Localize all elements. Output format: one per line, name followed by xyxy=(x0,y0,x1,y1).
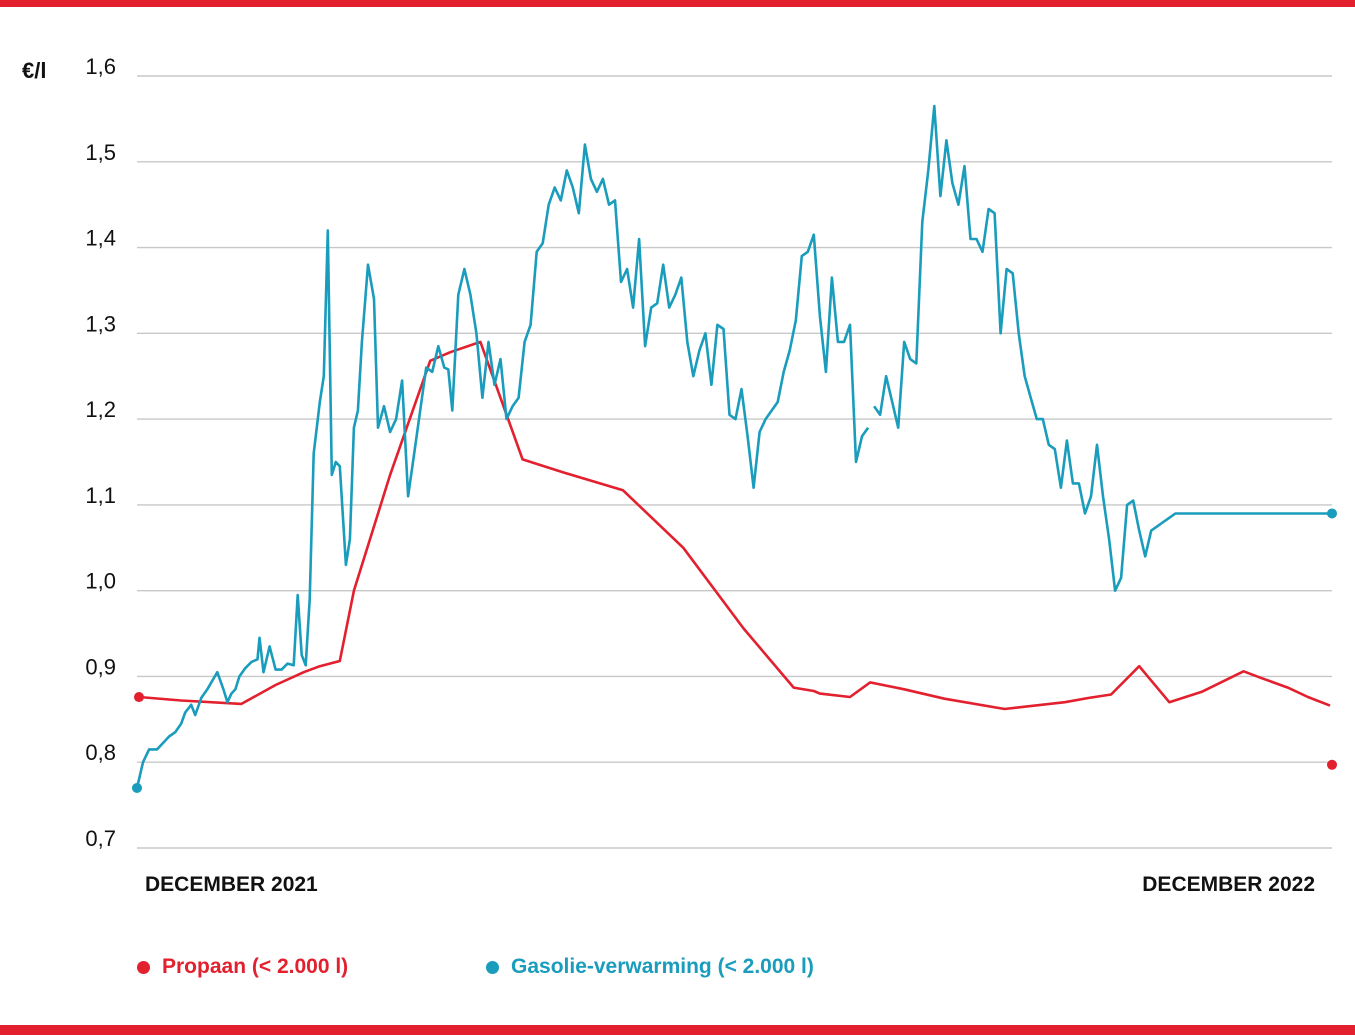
series-line-0 xyxy=(138,340,1331,711)
series-line-2 xyxy=(873,104,1332,593)
legend-item-propaan: Propaan (< 2.000 l) xyxy=(137,955,348,979)
y-tick-label: 0,8 xyxy=(85,740,116,765)
gasolie-end-marker xyxy=(1327,508,1337,519)
y-tick-label: 1,4 xyxy=(85,226,116,251)
top-accent-bar xyxy=(0,0,1355,7)
gasolie-start-marker xyxy=(132,782,142,793)
legend-label-propaan: Propaan (< 2.000 l) xyxy=(162,955,349,978)
y-tick-label: 1,0 xyxy=(85,569,116,594)
bottom-accent-bar xyxy=(0,1025,1355,1035)
y-axis-ticks: 0,7 0,8 0,9 1,0 1,1 1,2 1,3 1,4 1,5 1,6 xyxy=(85,54,116,851)
legend-item-gasolie: Gasolie-verwarming (< 2.000 l) xyxy=(486,955,814,979)
x-label-start: DECEMBER 2021 xyxy=(145,873,318,896)
y-tick-label: 1,2 xyxy=(85,397,116,422)
series-line-1 xyxy=(135,143,870,789)
y-tick-label: 0,9 xyxy=(85,654,116,679)
series-layer xyxy=(132,104,1337,793)
gasolie-legend-dot xyxy=(486,960,499,974)
legend-label-gasolie: Gasolie-verwarming (< 2.000 l) xyxy=(511,955,814,978)
propaan-legend-dot xyxy=(137,960,150,974)
propaan-end-marker xyxy=(1327,759,1337,770)
y-tick-label: 1,3 xyxy=(85,311,116,336)
grid-layer xyxy=(137,75,1332,849)
y-tick-label: 1,6 xyxy=(85,54,116,79)
propaan-start-marker xyxy=(134,692,145,703)
y-axis-unit-label: €/l xyxy=(22,58,46,83)
y-tick-label: 1,5 xyxy=(85,140,116,165)
y-tick-label: 0,7 xyxy=(85,826,116,851)
x-label-end: DECEMBER 2022 xyxy=(1142,873,1315,896)
y-tick-label: 1,1 xyxy=(85,483,116,508)
